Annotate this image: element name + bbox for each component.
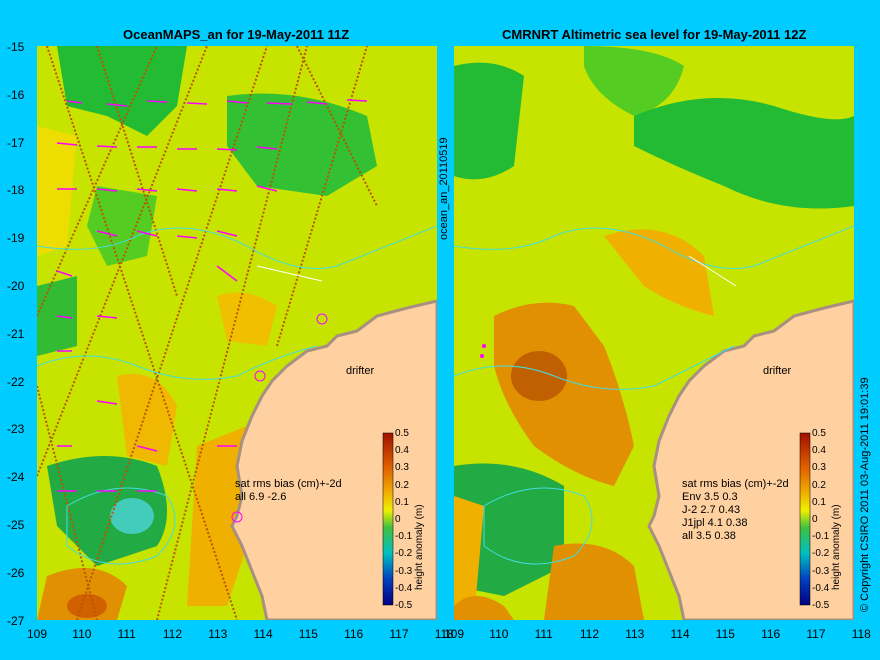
- colorbar-tick-label: -0.3: [395, 565, 413, 577]
- colorbar-left-label: height anomaly (m): [414, 504, 425, 590]
- x-tick-label: 117: [806, 627, 826, 641]
- colorbar-tick-label: -0.2: [395, 548, 413, 560]
- x-tick-label: 110: [72, 627, 92, 641]
- x-tick-label: 113: [625, 627, 645, 641]
- left-stats: sat rms bias (cm)+-2d all 6.9 -2.6: [235, 478, 342, 504]
- colorbar-tick-label: -0.5: [812, 600, 830, 611]
- x-tick-label: 118: [434, 627, 454, 641]
- right-stats-line: J-2 2.7 0.43: [682, 504, 741, 516]
- colorbar-tick-label: 0.1: [812, 496, 826, 508]
- y-tick-label: -25: [7, 518, 25, 532]
- x-tick-label: 109: [444, 627, 465, 641]
- y-tick-label: -27: [7, 613, 25, 628]
- x-tick-label: 114: [670, 627, 690, 641]
- right-stats-line: J1jpl 4.1 0.38: [682, 517, 748, 529]
- right-stats: sat rms bias (cm)+-2d Env 3.5 0.3 J-2 2.…: [682, 478, 789, 543]
- y-tick-label: -21: [7, 326, 25, 341]
- y-tick-label: -26: [7, 565, 25, 580]
- colorbar-tick-label: -0.3: [812, 565, 830, 577]
- right-stats-line: sat rms bias (cm)+-2d: [682, 478, 789, 490]
- x-tick-label: 115: [715, 627, 735, 641]
- left-panel-title: OceanMAPS_an for 19-May-2011 11Z: [123, 27, 350, 42]
- y-tick-label: -20: [7, 279, 25, 293]
- copyright: © Copyright CSIRO 2011 03-Aug-2011 19:01…: [859, 377, 871, 612]
- x-tick-label: 112: [579, 627, 600, 641]
- colorbar-tick-label: 0.1: [395, 496, 409, 508]
- x-tick-label: 116: [761, 627, 781, 641]
- x-tick-label: 109: [27, 627, 48, 641]
- left-stats-line: all 6.9 -2.6: [235, 491, 287, 503]
- x-tick-label: 118: [851, 627, 871, 641]
- colorbar-tick-label: -0.2: [812, 548, 830, 560]
- colorbar-tick-label: 0.5: [812, 428, 826, 439]
- y-tick-label: -24: [7, 470, 25, 485]
- y-tick-label: -15: [7, 40, 25, 54]
- drifter-label-left: drifter: [346, 365, 375, 377]
- right-stats-line: all 3.5 0.38: [682, 530, 736, 542]
- left-stats-line: sat rms bias (cm)+-2d: [235, 478, 342, 490]
- y-tick-label: -16: [7, 87, 25, 102]
- right-panel-title: CMRNRT Altimetric sea level for 19-May-2…: [502, 27, 807, 42]
- x-tick-label: 113: [208, 627, 228, 641]
- y-tick-label: -18: [7, 183, 25, 198]
- y-tick-label: -19: [7, 231, 25, 246]
- y-tick-label: -17: [7, 135, 25, 150]
- colorbar-tick-label: -0.4: [395, 582, 413, 594]
- x-tick-label: 117: [389, 627, 409, 641]
- right-map: [454, 46, 854, 620]
- x-tick-label: 114: [253, 627, 273, 641]
- colorbar-tick-label: -0.5: [395, 600, 413, 611]
- side-label: ocean_an_20110519: [438, 137, 450, 240]
- x-tick-label: 111: [117, 627, 136, 641]
- colorbar-tick-label: 0.3: [395, 462, 409, 474]
- left-map: [37, 46, 437, 620]
- colorbar-tick-label: 0.2: [812, 479, 826, 491]
- colorbar-tick-label: -0.1: [812, 531, 830, 543]
- colorbar-tick-label: -0.4: [812, 582, 830, 594]
- y-tick-label: -22: [7, 374, 25, 389]
- x-tick-label: 111: [534, 627, 553, 641]
- drifter-label-right: drifter: [763, 365, 792, 377]
- x-tick-label: 116: [344, 627, 364, 641]
- y-tick-label: -23: [7, 422, 25, 437]
- colorbar-tick-label: -0.1: [395, 531, 413, 543]
- x-tick-label: 112: [162, 627, 183, 641]
- colorbar-tick-label: 0: [395, 514, 401, 525]
- colorbar-tick-label: 0.4: [395, 445, 409, 457]
- colorbar-tick-label: 0: [812, 514, 818, 525]
- x-tick-label: 110: [489, 627, 509, 641]
- colorbar-tick-label: 0.5: [395, 428, 409, 439]
- colorbar-tick-label: 0.3: [812, 462, 826, 474]
- colorbar-right-label: height anomaly (m): [831, 504, 842, 590]
- colorbar-tick-label: 0.2: [395, 479, 409, 491]
- right-stats-line: Env 3.5 0.3: [682, 491, 738, 503]
- x-tick-label: 115: [298, 627, 318, 641]
- colorbar-tick-label: 0.4: [812, 445, 826, 457]
